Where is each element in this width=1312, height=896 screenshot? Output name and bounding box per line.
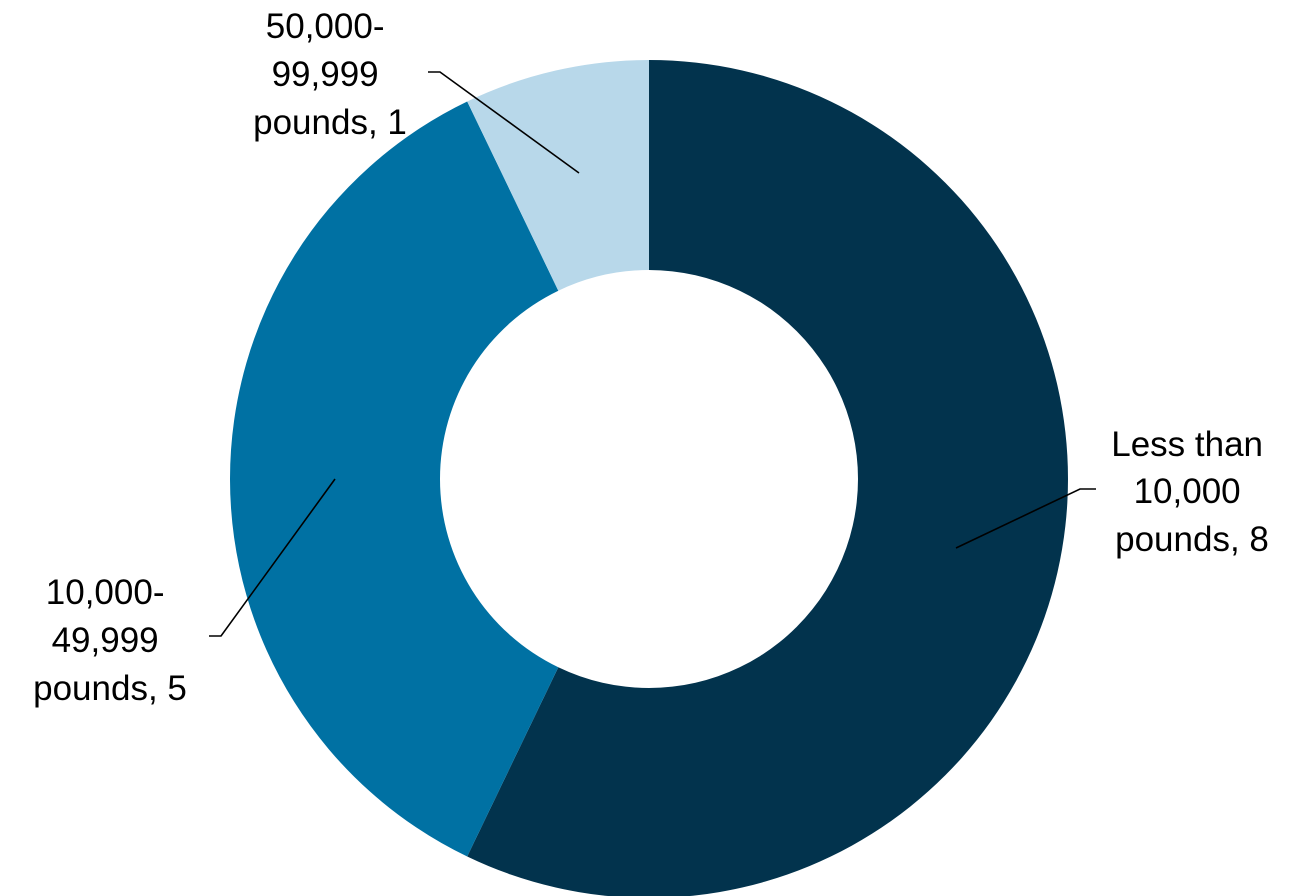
data-label-line: 50,000- [266,7,385,46]
donut-slice-2 [467,60,649,291]
data-label-50000-99999: 50,000- 99,999 pounds, 1 [253,7,407,142]
leader-line-50000-99999 [428,71,580,174]
data-label-line: 49,999 [52,621,159,660]
data-label-line: Less than [1111,425,1263,464]
donut-slice-0 [467,60,1068,896]
leader-line-less-than-10000 [955,488,1096,549]
data-label-line: pounds, 5 [33,669,187,708]
data-label-line: pounds, 1 [253,103,407,142]
data-label-line: 99,999 [272,55,379,94]
leader-line-10000-49999 [209,478,336,637]
donut-slice-1 [229,101,559,857]
data-label-less-than-10000: Less than 10,000 pounds, 8 [1111,425,1273,559]
data-label-line: pounds, 8 [1115,520,1269,559]
data-label-line: 10,000 [1134,472,1241,511]
data-label-10000-49999: 10,000- 49,999 pounds, 5 [33,573,187,708]
data-label-line: 10,000- [46,573,165,612]
donut-slices [229,60,1068,896]
